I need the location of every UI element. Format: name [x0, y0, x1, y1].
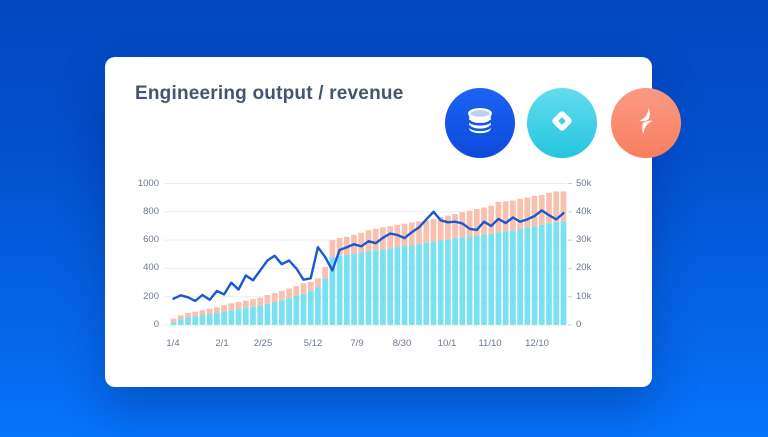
y-left-tick-label: 200	[143, 290, 159, 302]
lightning-badge[interactable]	[611, 88, 681, 158]
x-tick-label: 12/10	[525, 338, 549, 349]
lightning-icon	[628, 103, 664, 144]
x-tick-label: 10/1	[437, 338, 457, 349]
database-icon	[462, 103, 498, 144]
x-tick-label: 11/10	[478, 338, 502, 349]
y-left-tick-label: 600	[143, 234, 159, 246]
y-right-tick-label: 0	[576, 319, 582, 330]
y-right-tick-label: 30k	[576, 234, 592, 246]
jira-badge[interactable]	[527, 88, 597, 158]
dashboard-card: Engineering output / revenue	[105, 57, 681, 387]
y-right-tick-label: 10k	[576, 290, 592, 302]
y-right-tick-label: 40k	[576, 205, 592, 217]
y-left-tick-label: 800	[143, 205, 159, 217]
x-tick-label: 5/12	[303, 338, 323, 349]
database-badge[interactable]	[445, 88, 515, 158]
x-tick-label: 7/9	[350, 338, 364, 349]
y-left-tick-label: 0	[153, 319, 159, 330]
y-right-tick-label: 20k	[576, 262, 592, 274]
y-left-tick-label: 400	[143, 262, 159, 274]
x-tick-label: 2/1	[215, 338, 229, 349]
jira-diamond-icon	[544, 103, 580, 144]
plot-svg	[164, 183, 572, 326]
x-tick-label: 1/4	[166, 338, 180, 349]
y-right-tick-label: 50k	[576, 177, 592, 189]
card-title: Engineering output / revenue	[135, 83, 404, 104]
x-tick-label: 2/25	[253, 338, 273, 349]
x-tick-label: 8/30	[392, 338, 412, 349]
y-left-tick-label: 1000	[137, 177, 159, 189]
